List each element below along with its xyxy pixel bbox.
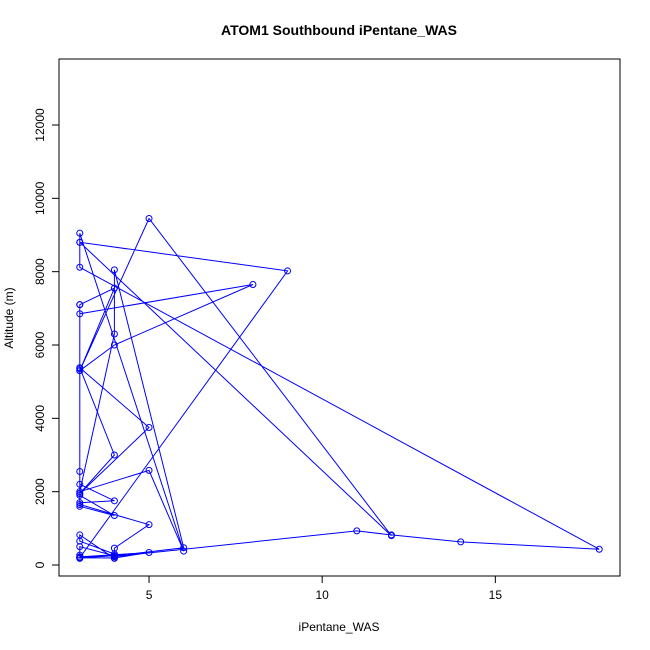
y-tick-label: 2000 [33, 478, 47, 505]
data-point [110, 551, 118, 559]
data-point [76, 238, 84, 246]
data-point [353, 527, 361, 535]
data-point [76, 491, 84, 499]
data-point [76, 551, 84, 559]
data-point [76, 488, 84, 496]
series-path [78, 217, 600, 560]
x-axis: 5 10 15 [146, 575, 503, 602]
data-point [110, 451, 118, 459]
data-point [76, 263, 84, 271]
data-point [76, 554, 84, 562]
chart-title: ATOM1 Southbound iPentane_WAS [221, 22, 457, 38]
plot-area-border [58, 58, 621, 577]
data-point [145, 521, 153, 529]
data-point [76, 310, 84, 318]
data-point [110, 284, 118, 292]
data-point [387, 531, 395, 539]
data-point [76, 468, 84, 475]
data-point [457, 538, 465, 546]
data-point [110, 497, 118, 505]
y-tick-label: 0 [33, 561, 47, 568]
y-tick-label: 8000 [33, 258, 47, 285]
data-point [180, 544, 188, 552]
x-tick-label: 5 [146, 588, 153, 602]
x-tick-label: 10 [316, 588, 330, 602]
data-point [595, 545, 603, 553]
data-point [76, 499, 84, 507]
data-point [110, 554, 118, 562]
data-point [76, 480, 84, 488]
series-line [78, 217, 600, 560]
y-tick-label: 4000 [33, 405, 47, 432]
data-point [76, 365, 84, 373]
data-point [145, 549, 153, 557]
data-point [145, 424, 153, 431]
data-point [110, 330, 118, 338]
data-point [110, 544, 118, 552]
data-point [76, 490, 84, 497]
data-point [76, 229, 84, 237]
data-point [76, 531, 84, 539]
data-point [145, 215, 153, 222]
x-tick-label: 15 [489, 588, 503, 602]
data-point [110, 512, 118, 519]
data-point [180, 547, 188, 555]
data-point [110, 341, 118, 349]
data-point [110, 266, 118, 274]
data-point [76, 301, 84, 309]
y-tick-label: 10000 [33, 181, 47, 215]
series-points [76, 215, 603, 562]
y-axis: 0 2000 4000 6000 8000 10000 12000 [33, 108, 60, 568]
data-point [76, 367, 84, 375]
x-axis-label: iPentane_WAS [299, 620, 380, 634]
y-tick-label: 6000 [33, 331, 47, 358]
data-point [284, 267, 292, 275]
data-point [249, 281, 257, 288]
data-point [76, 501, 84, 508]
y-axis-label: Altitude (m) [2, 287, 16, 348]
data-point [76, 502, 84, 510]
y-tick-label: 12000 [33, 108, 47, 142]
data-point [145, 466, 153, 474]
